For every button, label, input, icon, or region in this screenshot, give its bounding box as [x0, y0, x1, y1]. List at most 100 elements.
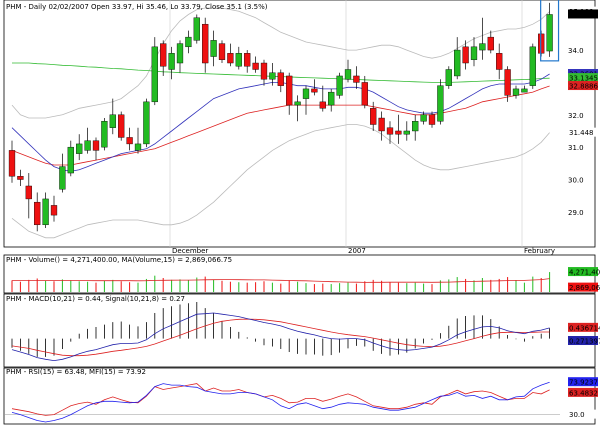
candle-down — [260, 62, 268, 80]
candle-up — [101, 121, 108, 148]
candle-down — [25, 185, 32, 200]
candle-down — [277, 72, 284, 86]
candle-down — [126, 137, 133, 145]
candle-up — [235, 53, 242, 67]
price-y-tick: 32.0 — [568, 112, 584, 120]
candle-up — [470, 46, 478, 60]
volume-label-bg — [568, 282, 598, 292]
candle-down — [218, 43, 226, 60]
price-label-bg — [568, 81, 598, 91]
candle-up — [67, 146, 74, 174]
candle-down — [386, 127, 394, 135]
candle-up — [403, 130, 410, 135]
candle-up — [546, 14, 553, 52]
candle-up — [529, 46, 536, 86]
candle-up — [336, 75, 343, 96]
volume-title: PHM - Volume() = 4,271,400.00, MA(Volume… — [6, 256, 232, 264]
candle-down — [311, 88, 318, 93]
candle-up — [294, 101, 301, 106]
candle-up — [521, 88, 528, 93]
candle-up — [193, 17, 200, 41]
candle-down — [395, 130, 402, 135]
price-label: 31.448 — [569, 129, 594, 137]
candle-up — [168, 53, 175, 70]
candle-down — [202, 23, 209, 64]
volume-panel: 4,271,400 2,869,066 — [11, 267, 600, 292]
panel-frames — [3, 0, 596, 425]
candle-down — [428, 114, 436, 125]
candle-down — [17, 176, 24, 180]
candle-up — [185, 36, 192, 48]
candle-down — [50, 205, 58, 216]
macd-label-bg — [568, 322, 598, 332]
x-label-2007: 2007 — [348, 247, 366, 255]
macd-label: 0.271397 — [569, 338, 600, 346]
price-frame — [3, 0, 596, 248]
price-title: PHM - Daily 02/02/2007 Open 33.97, Hi 35… — [6, 3, 268, 11]
price-panel: 29.030.031.032.033.034.035.18835.133.260… — [8, 0, 598, 239]
price-label-bg — [568, 9, 598, 19]
candle-up — [420, 114, 427, 122]
candle-up — [437, 85, 444, 122]
candle-up — [269, 72, 276, 80]
candle-up — [151, 46, 158, 103]
price-label: 32.8886 — [569, 83, 598, 91]
candle-up — [328, 91, 335, 106]
candle-down — [378, 117, 385, 132]
mfi-line — [11, 381, 550, 423]
volume-label: 2,869,066 — [569, 284, 600, 292]
price-y-tick: 34.0 — [568, 47, 584, 55]
candle-up — [412, 121, 419, 132]
price-y-tick: 31.0 — [568, 144, 584, 152]
rsi-label: 30.0 — [569, 411, 585, 419]
rsi-label: 63.4832 — [569, 389, 598, 397]
candle-up — [302, 88, 310, 99]
candle-up — [512, 88, 520, 96]
rsi-line — [11, 383, 550, 416]
x-label-february: February — [524, 247, 555, 255]
candle-up — [445, 69, 452, 86]
candle-down — [8, 150, 16, 177]
candle-down — [286, 75, 293, 106]
candle-down — [227, 53, 234, 64]
rsi-label-bg — [568, 387, 598, 397]
candle-up — [59, 166, 66, 190]
price-label: 33.1345 — [569, 75, 598, 83]
candle-up — [143, 101, 150, 145]
candle-up — [76, 143, 83, 154]
candle-up — [84, 140, 91, 151]
candle-down — [361, 82, 368, 106]
candle-up — [109, 114, 116, 128]
macd-title: PHM - MACD(10,21) = 0.44, Signal(10,21,8… — [6, 295, 185, 303]
candle-down — [487, 36, 494, 51]
candle-down — [462, 46, 469, 64]
macd-label-bg — [568, 336, 598, 346]
candle-down — [353, 75, 360, 83]
rsi-title: PHM - RSI(15) = 63.48, MFI(15) = 73.92 — [6, 368, 146, 376]
ma-long-line — [11, 85, 550, 166]
bollinger-upper-line — [11, 7, 550, 119]
candle-down — [252, 62, 259, 70]
price-y-tick: 29.0 — [568, 209, 584, 217]
rsi-label: 73.9237 — [569, 379, 598, 387]
volume-label-bg — [568, 267, 598, 277]
volume-label: 4,271,400 — [569, 269, 600, 277]
candle-up — [176, 43, 184, 64]
candle-up — [454, 49, 461, 77]
candle-down — [160, 43, 167, 67]
volume-ma-line — [12, 278, 550, 283]
candle-down — [244, 53, 251, 67]
macd-label: 0.436714 — [569, 324, 600, 332]
rsi-label-bg — [568, 377, 598, 387]
last-candle-highlight — [540, 0, 560, 62]
candle-down — [504, 69, 511, 96]
candle-down — [319, 101, 326, 109]
candle-down — [496, 53, 503, 70]
x-label-december: December — [172, 247, 208, 255]
candle-down — [370, 108, 377, 125]
macd-signal-line — [11, 318, 550, 357]
macd-line — [11, 312, 550, 362]
price-label: 35.1 — [569, 11, 585, 19]
